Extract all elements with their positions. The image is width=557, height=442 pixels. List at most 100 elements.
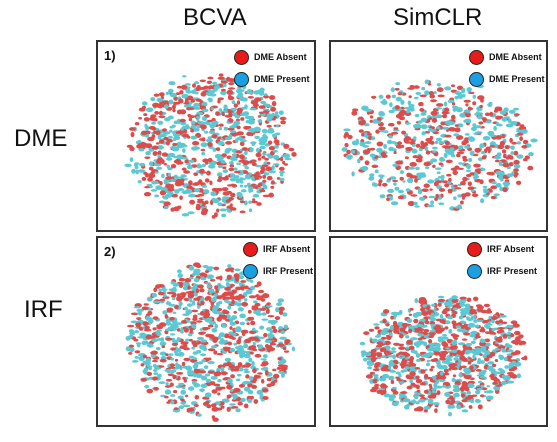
scatter-point [503,181,510,187]
scatter-point [204,282,211,285]
scatter-point [144,156,151,159]
scatter-point [437,298,446,302]
scatter-point [462,344,467,349]
scatter-point [417,155,423,160]
scatter-point [237,362,243,367]
scatter-point [381,373,390,379]
scatter-point [464,137,469,141]
scatter-point [203,365,209,369]
scatter-point [414,113,420,118]
scatter-point [175,322,184,325]
scatter-point [521,357,527,360]
scatter-point [211,187,219,192]
scatter-point [451,313,456,317]
scatter-point [470,126,477,131]
scatter-point [455,107,463,113]
scatter-point [207,348,216,352]
scatter-point [386,355,395,358]
scatter-point [177,351,185,357]
scatter-point [380,383,387,389]
blue-circle-icon [467,263,482,279]
scatter-point [401,130,406,135]
scatter-point [152,316,159,320]
scatter-point [165,378,173,382]
scatter-point [224,149,229,154]
scatter-point [221,213,227,218]
scatter-point [222,346,229,350]
scatter-point [411,148,418,154]
scatter-point [392,390,399,395]
scatter-point [387,188,395,193]
scatter-point [168,366,176,369]
scatter-point [182,326,187,330]
scatter-point [458,372,463,378]
scatter-point [225,141,233,145]
scatter-point [147,136,155,142]
scatter-point [239,141,245,146]
scatter-point [217,202,223,206]
scatter-point [422,304,427,308]
scatter-point [278,110,284,115]
scatter-point [243,125,250,130]
scatter-point [454,145,459,150]
scatter-point [176,372,184,375]
scatter-point [444,140,450,146]
scatter-point [191,309,199,313]
scatter-point [441,336,449,340]
scatter-point [134,164,139,170]
scatter-point [448,177,452,182]
scatter-point [183,102,190,105]
scatter-point [248,295,257,299]
scatter-point [341,147,348,152]
scatter-point [165,301,172,305]
scatter-point [208,130,215,135]
scatter-point [204,270,210,273]
scatter-point [376,341,384,345]
scatter-point [154,194,160,198]
scatter-point [192,83,196,88]
scatter-point [148,126,156,130]
scatter-point [396,120,402,125]
scatter-point [262,139,268,144]
scatter-point [513,168,519,173]
scatter-point [201,163,206,168]
scatter-point [221,314,228,320]
scatter-point [183,170,190,174]
scatter-point [416,344,420,348]
scatter-point [158,92,165,97]
scatter-point [417,120,423,124]
scatter-point [406,339,413,345]
scatter-point [512,374,517,378]
scatter-point [158,186,164,190]
scatter-point [469,91,475,95]
scatter-point [256,375,261,379]
scatter-point [444,361,449,364]
scatter-point [483,303,490,308]
scatter-point [179,118,186,123]
scatter-point [496,330,502,334]
scatter-point [418,328,425,331]
scatter-point [176,293,181,298]
scatter-point [191,300,196,306]
scatter-point [498,354,502,360]
scatter-point [240,280,247,283]
scatter-point [249,351,254,355]
scatter-point [436,363,442,369]
scatter-point [132,169,136,173]
scatter-point [363,331,370,335]
scatter-point [148,166,154,171]
scatter-point [235,138,239,143]
scatter-point [218,126,222,131]
scatter-point [267,127,274,133]
scatter-point [214,293,219,297]
scatter-point [266,124,272,128]
scatter-point [352,108,359,112]
scatter-point [380,390,386,394]
scatter-point [388,122,395,127]
scatter-point [254,135,260,139]
scatter-point [243,353,251,359]
scatter-point [420,112,427,116]
scatter-point [172,292,177,298]
scatter-point [170,281,176,285]
scatter-point [249,107,257,111]
